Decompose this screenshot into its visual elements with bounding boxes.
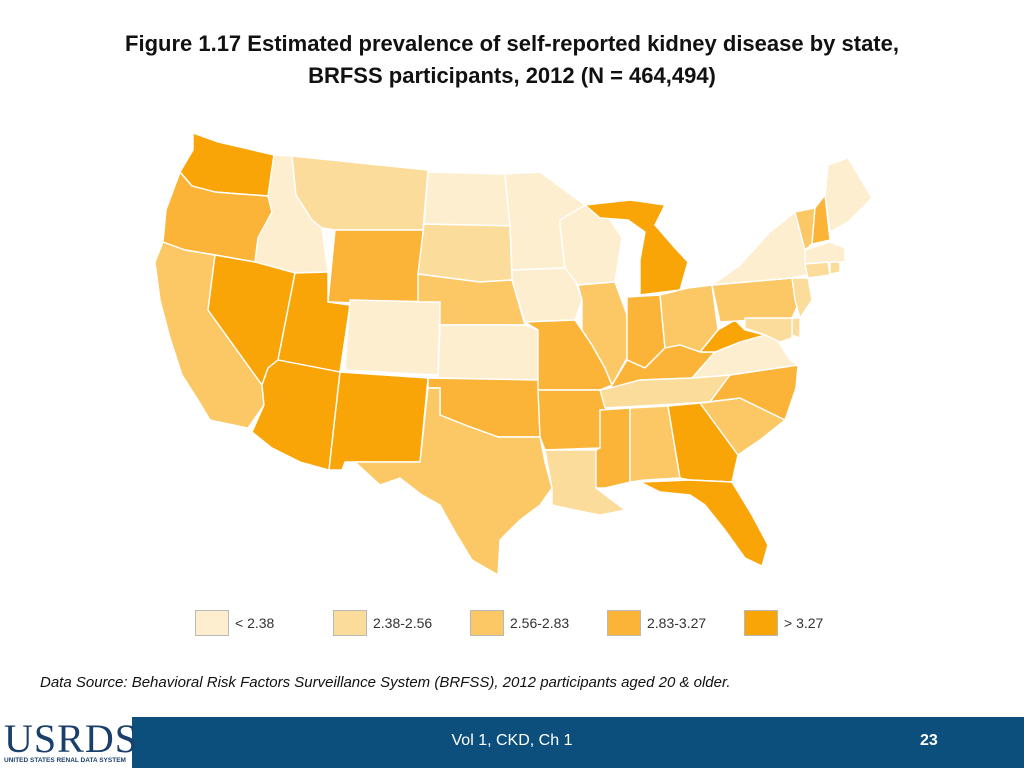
state-fl [639, 479, 769, 567]
state-ms [595, 407, 631, 489]
us-choropleth-map [154, 132, 873, 576]
legend-item-2: 2.38-2.56 [333, 610, 432, 636]
state-md [744, 317, 793, 343]
state-az [251, 359, 341, 471]
legend-swatch-4 [607, 610, 641, 636]
state-ar [537, 389, 609, 451]
legend-item-3: 2.56-2.83 [470, 610, 569, 636]
footer-chapter: Vol 1, CKD, Ch 1 [451, 732, 573, 749]
legend-swatch-2 [333, 610, 367, 636]
legend-item-4: 2.83-3.27 [607, 610, 706, 636]
figure-title: Figure 1.17 Estimated prevalence of self… [60, 28, 964, 92]
figure-title-line1: Figure 1.17 Estimated prevalence of self… [125, 31, 899, 56]
page-number: 23 [920, 732, 938, 749]
state-nj [791, 277, 813, 319]
state-al [629, 405, 681, 483]
state-ri [829, 261, 841, 275]
state-il [577, 281, 628, 386]
state-nd [423, 171, 511, 227]
state-pa [711, 277, 801, 323]
legend-swatch-1 [195, 610, 229, 636]
logo-subtitle: UNITED STATES RENAL DATA SYSTEM [4, 757, 126, 764]
state-me [824, 157, 873, 233]
state-wv [699, 319, 766, 353]
state-ks [437, 324, 539, 381]
state-nh [811, 194, 831, 245]
legend-label-5: > 3.27 [784, 615, 824, 631]
state-mt [291, 155, 429, 231]
legend-swatch-5 [744, 610, 778, 636]
state-ct [804, 261, 831, 279]
state-sd [417, 223, 513, 283]
legend-item-5: > 3.27 [744, 610, 823, 636]
state-de [791, 317, 801, 339]
legend-label-3: 2.56-2.83 [510, 615, 570, 631]
usrds-logo: USRDS UNITED STATES RENAL DATA SYSTEM [0, 717, 137, 768]
legend-item-1: < 2.38 [195, 610, 274, 636]
data-source-note: Data Source: Behavioral Risk Factors Sur… [40, 674, 731, 691]
state-tx [354, 387, 553, 576]
state-ma [804, 241, 846, 265]
state-co [344, 299, 441, 376]
state-ny [711, 211, 809, 286]
legend-swatch-3 [470, 610, 504, 636]
footer-bar: USRDS UNITED STATES RENAL DATA SYSTEM Vo… [0, 717, 1024, 768]
state-wy [327, 229, 424, 306]
legend-label-4: 2.83-3.27 [647, 615, 707, 631]
legend-label-1: < 2.38 [235, 615, 275, 631]
logo-text: USRDS [4, 716, 138, 761]
state-nm [328, 371, 429, 471]
legend: < 2.38 2.38-2.56 2.56-2.83 2.83-3.27 > 3… [0, 610, 1024, 642]
figure-title-line2: BRFSS participants, 2012 (N = 464,494) [308, 63, 716, 88]
legend-label-2: 2.38-2.56 [373, 615, 433, 631]
